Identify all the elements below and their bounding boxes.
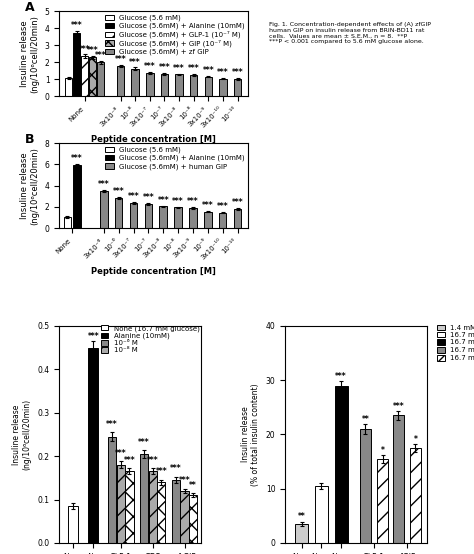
Text: ***: *** [217, 202, 228, 211]
Text: ***: *** [202, 201, 214, 210]
Bar [189, 495, 197, 543]
Legend: 1.4 mM glucose, 16.7 mM glucose, 16.7 mM glucose + 10 mM Alanine, 16.7 mM glucos: 1.4 mM glucose, 16.7 mM glucose, 16.7 mM… [437, 325, 474, 361]
Bar [148, 471, 157, 543]
Text: ***: *** [95, 51, 106, 60]
Text: *: * [413, 435, 418, 444]
Bar [204, 212, 211, 228]
Text: **: ** [190, 480, 197, 490]
Text: ***: *** [217, 68, 229, 77]
Y-axis label: Insuline release
(ng/10⁶cell/20min): Insuline release (ng/10⁶cell/20min) [20, 15, 39, 93]
Y-axis label: Insuline release
(ng/10⁶cell/20min): Insuline release (ng/10⁶cell/20min) [20, 147, 39, 224]
Bar [315, 486, 328, 543]
Text: ***: *** [71, 21, 82, 30]
Text: ***: *** [173, 64, 185, 73]
Bar [115, 198, 122, 228]
Bar [190, 75, 198, 96]
Y-axis label: Insulin release
(% of total insulin content): Insulin release (% of total insulin cont… [241, 383, 260, 486]
Text: ***: *** [129, 58, 141, 66]
Legend: Glucose (5.6 mM), Glucose (5.6mM) + Alanine (10mM), Glucose (5.6mM) + human GIP: Glucose (5.6 mM), Glucose (5.6mM) + Alan… [105, 146, 245, 170]
Text: ***: *** [138, 438, 150, 447]
Bar [68, 506, 78, 543]
Text: ***: *** [128, 192, 139, 201]
Bar [234, 209, 241, 228]
Bar [146, 73, 154, 96]
Text: ***: *** [187, 197, 199, 206]
Text: B: B [25, 133, 35, 146]
Bar [377, 459, 388, 543]
Bar [131, 69, 139, 96]
Text: ***: *** [173, 197, 184, 206]
Text: ***: *** [232, 68, 244, 78]
Bar [161, 74, 168, 96]
Text: Fig. 1. Concentration-dependent effects of (A) zfGIP
human GIP on insulin releas: Fig. 1. Concentration-dependent effects … [269, 22, 431, 44]
Text: **: ** [298, 512, 306, 521]
Text: ***: *** [170, 464, 182, 474]
Text: ***: *** [88, 332, 99, 341]
Text: ***: *** [155, 467, 167, 476]
Text: ***: *** [98, 179, 109, 188]
Bar [181, 491, 189, 543]
Bar [393, 416, 404, 543]
Bar [175, 74, 183, 96]
Y-axis label: Insuline release
(ng/10⁶cell/20min): Insuline release (ng/10⁶cell/20min) [12, 399, 32, 470]
Bar [117, 465, 125, 543]
Bar [335, 386, 348, 543]
Text: ***: *** [113, 187, 125, 196]
Text: ***: *** [232, 198, 243, 207]
Text: ***: *** [143, 193, 154, 202]
Text: ***: *** [147, 456, 158, 465]
Bar [64, 217, 71, 228]
Text: ***: *** [392, 402, 404, 411]
Bar [360, 429, 371, 543]
Text: ***: *** [79, 45, 91, 54]
Bar [234, 79, 241, 96]
Text: *: * [381, 446, 384, 455]
Bar [172, 480, 180, 543]
Bar [189, 208, 197, 228]
Bar [174, 207, 182, 228]
Bar [97, 62, 104, 96]
Text: ***: *** [71, 153, 82, 163]
Bar [219, 79, 227, 96]
Bar [73, 33, 80, 96]
Text: ***: *** [188, 64, 200, 73]
Text: **: ** [362, 415, 369, 424]
Bar [145, 204, 152, 228]
Bar [117, 66, 124, 96]
Bar [140, 454, 148, 543]
Text: ***: *** [144, 62, 155, 71]
Text: A: A [25, 1, 35, 14]
Text: ***: *** [106, 420, 118, 429]
Text: ***: *** [159, 63, 170, 72]
Bar [81, 56, 88, 96]
Bar [89, 58, 96, 96]
Bar [125, 471, 134, 543]
Text: ***: *** [202, 66, 214, 75]
Bar [130, 203, 137, 228]
Bar [100, 191, 108, 228]
Bar [205, 76, 212, 96]
Text: ***: *** [179, 476, 191, 485]
Legend: None (16.7 mM glucose), Alanine (10mM), 10⁻⁶ M, 10⁻⁸ M: None (16.7 mM glucose), Alanine (10mM), … [101, 325, 200, 353]
Bar [89, 347, 99, 543]
Bar [108, 437, 116, 543]
X-axis label: Peptide concentration [M]: Peptide concentration [M] [91, 266, 216, 276]
Bar [219, 213, 227, 228]
Bar [65, 78, 73, 96]
Text: ***: *** [124, 456, 135, 465]
Text: ***: *** [115, 449, 127, 458]
Text: ***: *** [87, 46, 99, 55]
X-axis label: Peptide concentration [M]: Peptide concentration [M] [91, 135, 216, 143]
Text: ***: *** [336, 372, 347, 381]
Text: ***: *** [157, 196, 169, 204]
Bar [73, 165, 81, 228]
Bar [159, 206, 167, 228]
Bar [295, 524, 308, 543]
Bar [410, 448, 421, 543]
Bar [157, 482, 165, 543]
Text: ***: *** [115, 55, 127, 64]
Legend: Glucose (5.6 mM), Glucose (5.6mM) + Alanine (10mM), Glucose (5.6mM) + GLP-1 (10⁻: Glucose (5.6 mM), Glucose (5.6mM) + Alan… [105, 14, 245, 55]
